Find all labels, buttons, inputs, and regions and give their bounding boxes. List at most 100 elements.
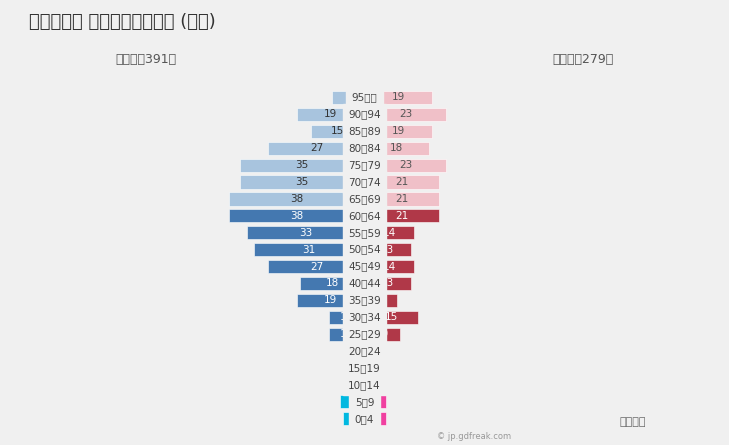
Bar bbox=[364, 412, 386, 425]
Text: 19: 19 bbox=[391, 126, 405, 136]
Text: 27: 27 bbox=[310, 262, 323, 271]
Text: 15: 15 bbox=[331, 126, 344, 136]
Text: 18: 18 bbox=[326, 279, 339, 288]
Bar bbox=[364, 378, 386, 392]
Text: 6: 6 bbox=[372, 380, 378, 390]
Text: 95歳～: 95歳～ bbox=[351, 93, 378, 102]
Text: 27: 27 bbox=[310, 143, 323, 153]
Bar bbox=[229, 209, 364, 222]
Text: 35: 35 bbox=[295, 160, 309, 170]
Text: 5～9: 5～9 bbox=[355, 397, 374, 407]
Text: 15: 15 bbox=[385, 312, 398, 322]
Text: 6: 6 bbox=[372, 414, 378, 424]
Bar bbox=[340, 395, 364, 409]
Bar bbox=[297, 108, 364, 121]
Text: 15～19: 15～19 bbox=[348, 363, 381, 373]
Bar bbox=[297, 294, 364, 307]
Bar bbox=[254, 243, 364, 256]
Text: 10: 10 bbox=[340, 329, 354, 339]
Bar bbox=[357, 344, 364, 358]
Text: 60～64: 60～64 bbox=[348, 211, 381, 221]
Text: 31: 31 bbox=[303, 245, 316, 255]
Text: 20～24: 20～24 bbox=[348, 346, 381, 356]
Text: 23: 23 bbox=[399, 160, 412, 170]
Bar bbox=[300, 277, 364, 290]
Text: 単位：人: 単位：人 bbox=[620, 417, 646, 427]
Text: 38: 38 bbox=[290, 211, 303, 221]
Bar bbox=[364, 294, 397, 307]
Bar bbox=[364, 158, 446, 172]
Text: 38: 38 bbox=[290, 194, 303, 204]
Bar bbox=[364, 108, 446, 121]
Bar bbox=[364, 125, 432, 138]
Bar bbox=[364, 277, 411, 290]
Text: 14: 14 bbox=[383, 262, 396, 271]
Text: ２０５０年 昭和村の人口構成 (予測): ２０５０年 昭和村の人口構成 (予測) bbox=[29, 13, 216, 31]
Text: 10: 10 bbox=[340, 312, 354, 322]
Text: 21: 21 bbox=[395, 177, 408, 187]
Text: 10～14: 10～14 bbox=[348, 380, 381, 390]
Bar bbox=[364, 243, 411, 256]
Bar bbox=[268, 142, 364, 155]
Bar bbox=[332, 91, 364, 104]
Text: 70～74: 70～74 bbox=[348, 177, 381, 187]
Bar bbox=[364, 260, 414, 273]
Text: 75～79: 75～79 bbox=[348, 160, 381, 170]
Text: 7: 7 bbox=[348, 397, 355, 407]
Bar bbox=[364, 395, 386, 409]
Bar bbox=[343, 412, 364, 425]
Text: 9: 9 bbox=[377, 295, 384, 305]
Text: 40～44: 40～44 bbox=[348, 279, 381, 288]
Text: 10: 10 bbox=[375, 329, 389, 339]
Text: 21: 21 bbox=[395, 211, 408, 221]
Text: 25～29: 25～29 bbox=[348, 329, 381, 339]
Bar bbox=[240, 158, 364, 172]
Text: 13: 13 bbox=[381, 279, 394, 288]
Bar bbox=[364, 226, 414, 239]
Text: 23: 23 bbox=[399, 109, 412, 119]
Text: 90～94: 90～94 bbox=[348, 109, 381, 119]
Bar bbox=[311, 125, 364, 138]
Text: 女性計：279人: 女性計：279人 bbox=[553, 53, 614, 66]
Bar bbox=[268, 260, 364, 273]
Text: 6: 6 bbox=[351, 380, 357, 390]
Text: 21: 21 bbox=[395, 194, 408, 204]
Text: 65～69: 65～69 bbox=[348, 194, 381, 204]
Bar bbox=[329, 328, 364, 341]
Text: 45～49: 45～49 bbox=[348, 262, 381, 271]
Text: 80～84: 80～84 bbox=[348, 143, 381, 153]
Text: 19: 19 bbox=[324, 109, 338, 119]
Bar bbox=[364, 209, 440, 222]
Bar bbox=[364, 91, 432, 104]
Bar bbox=[364, 328, 400, 341]
Text: 35～39: 35～39 bbox=[348, 295, 381, 305]
Text: 6: 6 bbox=[351, 414, 357, 424]
Text: 30～34: 30～34 bbox=[348, 312, 381, 322]
Bar bbox=[329, 311, 364, 324]
Text: 19: 19 bbox=[324, 295, 338, 305]
Bar bbox=[364, 192, 440, 206]
Text: 18: 18 bbox=[390, 143, 403, 153]
Text: 13: 13 bbox=[381, 245, 394, 255]
Bar bbox=[364, 344, 372, 358]
Bar bbox=[229, 192, 364, 206]
Bar bbox=[247, 226, 364, 239]
Text: © jp.gdfreak.com: © jp.gdfreak.com bbox=[437, 432, 512, 441]
Text: 55～59: 55～59 bbox=[348, 228, 381, 238]
Bar bbox=[364, 142, 429, 155]
Text: 6: 6 bbox=[372, 397, 378, 407]
Text: 50～54: 50～54 bbox=[348, 245, 381, 255]
Bar bbox=[357, 361, 364, 375]
Text: 14: 14 bbox=[383, 228, 396, 238]
Text: 35: 35 bbox=[295, 177, 309, 187]
Bar bbox=[364, 311, 418, 324]
Text: 33: 33 bbox=[299, 228, 312, 238]
Bar bbox=[343, 378, 364, 392]
Text: 85～89: 85～89 bbox=[348, 126, 381, 136]
Bar bbox=[240, 175, 364, 189]
Text: 0～4: 0～4 bbox=[355, 414, 374, 424]
Bar bbox=[364, 361, 372, 375]
Bar bbox=[364, 175, 440, 189]
Text: 男性計：391人: 男性計：391人 bbox=[115, 53, 176, 66]
Text: 19: 19 bbox=[391, 93, 405, 102]
